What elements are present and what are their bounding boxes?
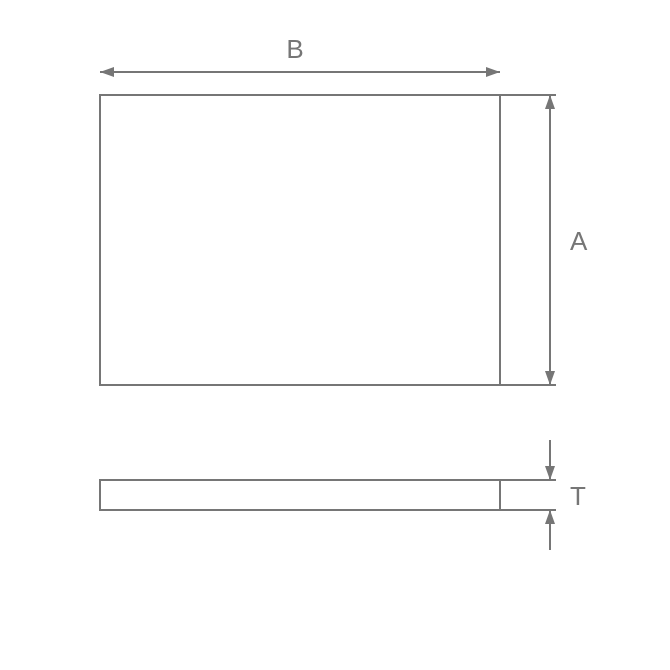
- dim-t-label: T: [570, 481, 586, 511]
- dim-a-arrow-top: [545, 95, 555, 109]
- dim-a-label: A: [570, 226, 588, 256]
- side-view-rect: [100, 480, 500, 510]
- dim-t-arrow-top: [545, 466, 555, 480]
- dim-b-arrow-left: [100, 67, 114, 77]
- dim-b-label: B: [286, 34, 303, 64]
- top-view-rect: [100, 95, 500, 385]
- dimension-diagram: B A T: [0, 0, 670, 670]
- dim-a-arrow-bot: [545, 371, 555, 385]
- dim-t-arrow-bot: [545, 510, 555, 524]
- dim-b-arrow-right: [486, 67, 500, 77]
